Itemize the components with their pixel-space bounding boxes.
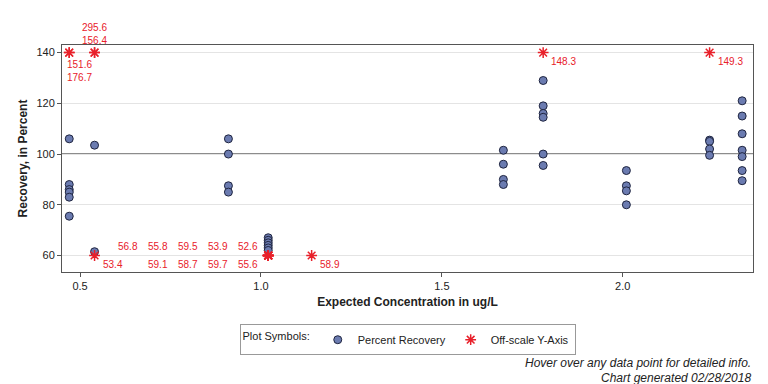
- svg-text:Off-scale Y-Axis: Off-scale Y-Axis: [491, 334, 569, 346]
- svg-text:80: 80: [43, 199, 55, 211]
- svg-text:1.5: 1.5: [434, 280, 449, 292]
- svg-text:100: 100: [36, 148, 54, 160]
- svg-text:1.0: 1.0: [253, 280, 268, 292]
- svg-text:55.6: 55.6: [238, 259, 258, 270]
- svg-text:0.5: 0.5: [72, 280, 87, 292]
- svg-text:56.8: 56.8: [118, 241, 138, 252]
- svg-text:Hover over any data point for: Hover over any data point for detailed i…: [525, 356, 751, 370]
- svg-text:53.9: 53.9: [208, 241, 228, 252]
- svg-text:120: 120: [36, 97, 54, 109]
- svg-text:176.7: 176.7: [67, 72, 92, 83]
- svg-text:2.0: 2.0: [615, 280, 630, 292]
- svg-text:149.3: 149.3: [718, 56, 743, 67]
- svg-text:295.6: 295.6: [82, 22, 107, 33]
- svg-text:60: 60: [43, 249, 55, 261]
- svg-text:55.8: 55.8: [148, 241, 168, 252]
- svg-text:59.7: 59.7: [208, 259, 228, 270]
- svg-text:148.3: 148.3: [551, 56, 576, 67]
- svg-text:52.6: 52.6: [238, 241, 258, 252]
- svg-text:156.4: 156.4: [82, 35, 107, 46]
- svg-text:151.6: 151.6: [67, 59, 92, 70]
- svg-text:Recovery, in Percent: Recovery, in Percent: [16, 100, 30, 218]
- svg-text:Percent Recovery: Percent Recovery: [358, 334, 446, 346]
- svg-text:140: 140: [36, 46, 54, 58]
- svg-text:Chart generated 02/28/2018: Chart generated 02/28/2018: [601, 371, 751, 384]
- svg-text:Plot Symbols:: Plot Symbols:: [243, 330, 310, 342]
- svg-text:59.1: 59.1: [148, 259, 168, 270]
- svg-text:Expected Concentration in ug/L: Expected Concentration in ug/L: [317, 295, 498, 309]
- svg-text:59.5: 59.5: [178, 241, 198, 252]
- svg-text:58.9: 58.9: [320, 259, 340, 270]
- svg-text:58.7: 58.7: [178, 259, 198, 270]
- svg-text:53.4: 53.4: [103, 259, 123, 270]
